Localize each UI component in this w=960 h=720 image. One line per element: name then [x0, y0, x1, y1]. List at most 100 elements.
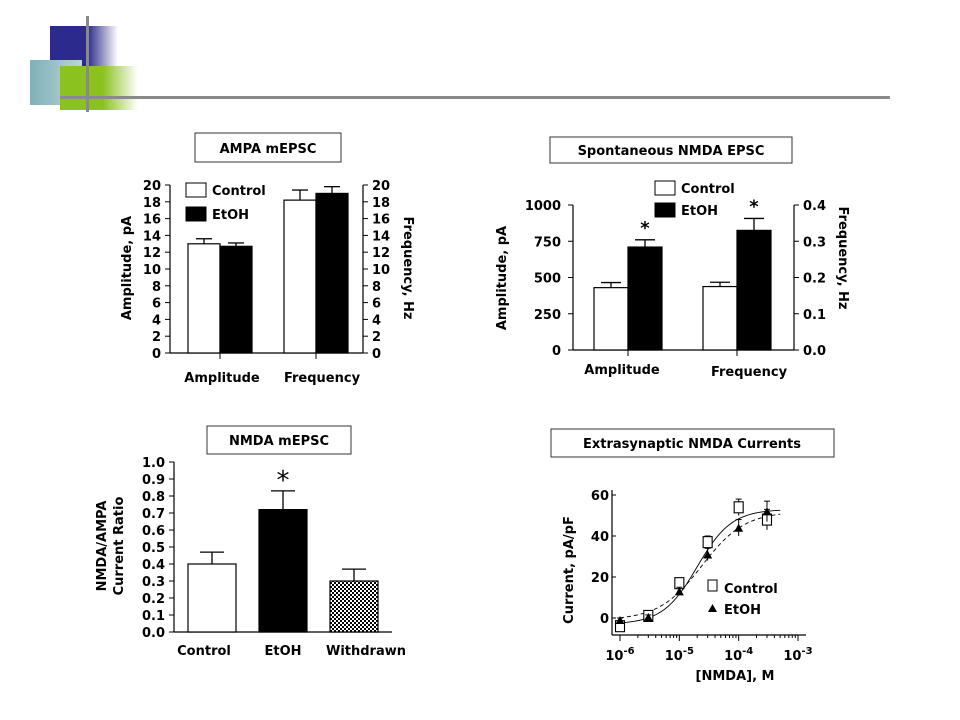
fit-curve-etoh [619, 513, 781, 619]
bar-control [187, 563, 237, 633]
significance-marker: * [277, 466, 290, 496]
y2-axis-label: Frequency, Hz [835, 207, 850, 310]
legend: Control EtOH [185, 182, 266, 223]
plot-area: 0246810121416182002468101214161820Amplit… [143, 179, 390, 386]
legend: Control EtOH [707, 579, 778, 618]
y-tick-label: 1000 [525, 199, 561, 214]
bar-withdrawn [329, 580, 379, 633]
legend-marker-etoh [708, 604, 717, 612]
y2-tick-label: 0.1 [803, 308, 826, 323]
y-tick-label: 2 [152, 330, 161, 345]
x-tick-label: 10-5 [665, 646, 694, 664]
y-tick-label: 0.1 [142, 609, 165, 624]
y-tick-label: 0.7 [142, 507, 165, 522]
y-tick-label: 0.5 [142, 541, 165, 556]
legend-swatch-etoh [185, 206, 207, 222]
chart-title: NMDA mEPSC [229, 434, 329, 449]
y-tick-label: 0.2 [142, 592, 165, 607]
y-tick-label: 6 [152, 297, 161, 312]
y-tick-label: 18 [143, 196, 161, 211]
title-box [550, 428, 835, 458]
data-point-etoh [643, 612, 653, 621]
y2-tick-label: 0.2 [803, 272, 826, 287]
legend-label-control: Control [212, 184, 266, 199]
plot-area: 0 250 500 750 1000 0.0 0.1 0.2 0.3 0.4 * Amplitude *… [525, 196, 826, 380]
data-point-etoh [674, 587, 684, 596]
y-tick-label: 0 [600, 612, 609, 627]
y2-tick-label: 18 [372, 196, 390, 211]
plot-area: 0.0 0.1 0.2 0.3 0.4 0.5 0.6 0.7 0.8 0.9 1.0 Control… [142, 456, 406, 659]
bar-etoh-amplitude [219, 245, 253, 354]
y-tick-label: 8 [152, 280, 161, 295]
y-tick-label: 10 [143, 263, 161, 278]
legend: Control EtOH [654, 180, 735, 219]
title-box [549, 136, 793, 164]
chart-title: Spontaneous NMDA EPSC [578, 144, 765, 159]
y-tick-label: 40 [591, 530, 609, 545]
y-tick-label: 1.0 [142, 456, 165, 471]
chart-title: Extrasynaptic NMDA Currents [583, 437, 801, 452]
x-tick-label: Amplitude [584, 363, 660, 378]
x-tick-label: Frequency [711, 365, 788, 380]
y-tick-label: 12 [143, 246, 161, 261]
x-tick-label: EtOH [264, 644, 301, 659]
legend-label-etoh: EtOH [724, 603, 761, 618]
y-axis-label-line1: NMDA/AMPA [95, 501, 110, 592]
bar-etoh-amplitude [627, 246, 663, 351]
y-tick-label: 500 [534, 272, 561, 287]
title-box [206, 425, 352, 455]
y2-tick-label: 0.0 [803, 344, 826, 359]
deco-square-green [60, 66, 138, 110]
y-tick-label: 0.4 [142, 558, 165, 573]
panel-ampa-mepsc: AMPA mEPSC 02468101214161820024681012141… [120, 132, 415, 386]
plot-area: 0 20 40 60 10-6 10-5 10-4 10-3 [591, 489, 813, 664]
x-tick-label: 10-4 [724, 646, 753, 664]
legend-marker-control [707, 579, 718, 592]
data-point-etoh [734, 523, 744, 532]
y-axis-label: Current, pA/pF [562, 516, 577, 624]
y-tick-label: 14 [143, 229, 161, 244]
bar-control-frequency [702, 285, 738, 351]
y-tick-label: 0.9 [142, 473, 165, 488]
bar-control-amplitude [187, 243, 221, 354]
y-tick-label: 0.8 [142, 490, 165, 505]
y2-axis-label: Frequency, Hz [400, 217, 415, 320]
x-tick-label: Control [177, 644, 231, 659]
legend-swatch-control [185, 182, 207, 198]
x-tick-label: Frequency [284, 371, 361, 386]
panel-nmda-mepsc: NMDA mEPSC 0.00.10.20.30.40.50.60.70.80.… [95, 425, 406, 659]
bar-etoh [258, 509, 308, 633]
y-axis-label: Amplitude, pA [120, 216, 135, 320]
bar-etoh-frequency [315, 192, 349, 354]
y2-tick-label: 14 [372, 229, 390, 244]
y-tick-label: 750 [534, 235, 561, 250]
y2-tick-label: 8 [372, 280, 381, 295]
y2-tick-label: 20 [372, 179, 390, 194]
x-tick-label: Amplitude [184, 371, 260, 386]
bar-control-frequency [283, 199, 317, 354]
y2-tick-label: 10 [372, 263, 390, 278]
title-box [194, 132, 342, 163]
y2-tick-label: 0.4 [803, 199, 826, 214]
x-axis-label: [NMDA], M [696, 669, 775, 684]
data-point-etoh [615, 616, 625, 625]
panel-extrasynaptic-nmda: Extrasynaptic NMDA Currents 0 20 40 60 10-6 1… [550, 428, 835, 684]
x-tick-label: 10-6 [605, 646, 634, 664]
y-tick-label: 0 [152, 347, 161, 362]
y2-tick-label: 0.3 [803, 235, 826, 250]
y-axis-label: Amplitude, pA [495, 226, 510, 330]
legend-label-etoh: EtOH [212, 208, 249, 223]
data-point-etoh [703, 550, 713, 559]
bar-control-amplitude [593, 287, 629, 351]
data-point-control [702, 536, 713, 549]
legend-swatch-control [654, 180, 676, 196]
data-point-etoh [762, 507, 772, 516]
y-tick-label: 20 [143, 179, 161, 194]
legend-label-control: Control [724, 582, 778, 597]
data-point-control [733, 501, 744, 514]
y-tick-label: 0.6 [142, 524, 165, 539]
y2-tick-label: 4 [372, 313, 381, 328]
panel-spontaneous-nmda-epsc: Spontaneous NMDA EPSC 025050075010000.00… [495, 136, 850, 380]
y-tick-label: 20 [591, 571, 609, 586]
y2-tick-label: 6 [372, 297, 381, 312]
